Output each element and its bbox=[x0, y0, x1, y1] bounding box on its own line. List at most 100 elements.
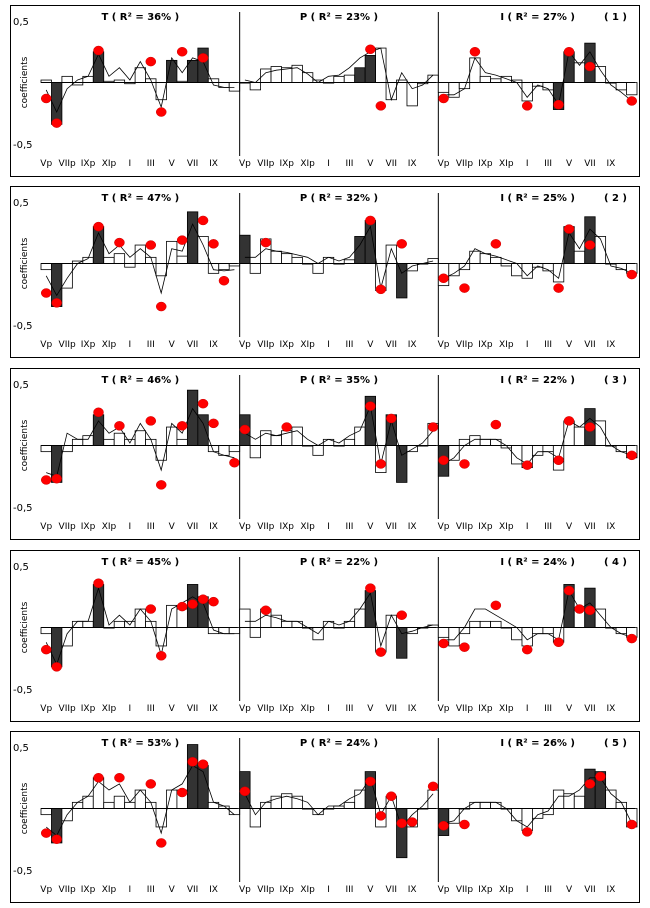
x-tick-label: III bbox=[147, 522, 155, 532]
bar bbox=[437, 627, 450, 638]
x-tick-label: I bbox=[129, 704, 132, 714]
x-tick-label: IXp bbox=[279, 522, 294, 532]
bar bbox=[511, 263, 523, 277]
bar bbox=[626, 82, 638, 96]
y-tick-label: -0,5 bbox=[13, 321, 33, 332]
x-tick-label: Vp bbox=[438, 340, 450, 350]
bar bbox=[542, 627, 554, 635]
bar bbox=[124, 263, 136, 268]
significant-point bbox=[93, 45, 104, 56]
series-line bbox=[443, 417, 632, 465]
significant-point bbox=[208, 418, 219, 429]
y-axis-label: coefficients bbox=[20, 419, 30, 471]
subpanel-title: P ( R² = 35% ) bbox=[300, 375, 378, 386]
subpanel-title: T ( R² = 36% ) bbox=[101, 12, 179, 23]
bar bbox=[207, 78, 220, 83]
significant-point bbox=[490, 419, 502, 430]
series-line bbox=[46, 407, 235, 477]
bar bbox=[427, 789, 439, 809]
bar bbox=[354, 789, 366, 809]
bar bbox=[270, 435, 282, 446]
subpanel-title: P ( R² = 24% ) bbox=[300, 738, 378, 749]
subpanel-t: T ( R² = 36% )Vp VIIp IXp XIp I III V VII IX bbox=[40, 12, 241, 169]
significant-point bbox=[553, 99, 564, 110]
significant-point bbox=[208, 596, 219, 607]
significant-point bbox=[521, 101, 533, 111]
x-tick-label: XIp bbox=[102, 885, 117, 895]
bar bbox=[249, 627, 261, 638]
chart-svg: 0,5 -0,5 coefficients ( 2 ) T ( R² = 47% ) Vp… bbox=[13, 193, 638, 350]
bar bbox=[333, 75, 345, 83]
bar bbox=[364, 55, 376, 83]
y-tick-label: -0,5 bbox=[13, 685, 33, 696]
x-tick-label: V bbox=[367, 704, 374, 714]
significant-point bbox=[574, 604, 585, 614]
bar bbox=[511, 808, 523, 822]
bar bbox=[354, 67, 366, 83]
x-tick-label: I bbox=[526, 340, 529, 350]
x-tick-label: VIIp bbox=[456, 159, 473, 169]
bar bbox=[312, 445, 324, 456]
x-tick-label: IXp bbox=[81, 704, 96, 714]
x-tick-label: IX bbox=[209, 885, 218, 895]
x-tick-label: VIIp bbox=[456, 704, 473, 714]
x-tick-label: Vp bbox=[239, 340, 251, 350]
significant-point bbox=[187, 599, 198, 609]
significant-point bbox=[197, 215, 209, 226]
bar bbox=[249, 263, 261, 274]
subpanel-i: I ( R² = 26% )Vp VIIp IXp XIp I III V VII IX bbox=[438, 738, 638, 895]
bar bbox=[113, 620, 126, 628]
bar bbox=[281, 67, 293, 83]
significant-point bbox=[51, 834, 62, 844]
significant-point bbox=[375, 101, 387, 111]
x-tick-label: IXp bbox=[478, 340, 493, 350]
significant-point bbox=[521, 827, 533, 837]
subpanel-title: T ( R² = 45% ) bbox=[101, 557, 179, 568]
x-tick-label: IX bbox=[209, 704, 218, 714]
bar bbox=[615, 627, 627, 635]
bar bbox=[82, 435, 94, 446]
series-line bbox=[45, 223, 235, 297]
subpanel-t: T ( R² = 47% )Vp VIIp IXp XIp I III V VII IX bbox=[40, 193, 241, 350]
bar bbox=[594, 608, 607, 628]
significant-point bbox=[490, 239, 502, 249]
significant-point bbox=[155, 480, 167, 490]
bar bbox=[458, 438, 471, 446]
x-tick-label: IXp bbox=[478, 704, 493, 714]
subpanel-i: I ( R² = 24% )Vp VIIp IXp XIp I III V VII IX bbox=[437, 557, 638, 714]
x-tick-label: VII bbox=[584, 159, 595, 169]
chart-panel-5: 0,5 -0,5 coefficients ( 5 ) T ( R² = 53% ) Vp… bbox=[10, 731, 640, 903]
bar bbox=[249, 82, 261, 91]
chart-svg: 0,5 -0,5 coefficients ( 3 ) T ( R² = 46% ) Vp… bbox=[13, 375, 638, 532]
x-tick-label: I bbox=[327, 340, 330, 350]
x-tick-label: VIIp bbox=[59, 522, 76, 532]
significant-point bbox=[145, 604, 157, 614]
x-tick-label: IX bbox=[209, 159, 218, 169]
x-tick-label: V bbox=[169, 159, 176, 169]
bar bbox=[542, 445, 554, 453]
series-line bbox=[443, 228, 632, 280]
x-tick-label: III bbox=[147, 340, 155, 350]
x-tick-label: V bbox=[566, 522, 573, 532]
bar bbox=[573, 250, 586, 264]
x-tick-label: I bbox=[327, 522, 330, 532]
significant-point bbox=[40, 93, 52, 104]
significant-point bbox=[197, 759, 209, 769]
bar bbox=[448, 627, 460, 647]
bar bbox=[71, 438, 84, 446]
chart-svg: 0,5 -0,5 coefficients ( 4 ) T ( R² = 45% ) Vp… bbox=[13, 557, 638, 714]
bar bbox=[469, 57, 481, 83]
significant-point bbox=[375, 284, 387, 295]
significant-point bbox=[438, 93, 449, 104]
x-tick-label: Vp bbox=[239, 885, 251, 895]
significant-point bbox=[114, 421, 125, 431]
bar bbox=[270, 250, 282, 264]
significant-point bbox=[229, 457, 240, 468]
bar bbox=[490, 801, 502, 809]
x-tick-label: IX bbox=[408, 704, 417, 714]
x-tick-label: VIIp bbox=[257, 704, 274, 714]
x-tick-label: IXp bbox=[81, 885, 96, 895]
x-tick-label: IXp bbox=[478, 522, 493, 532]
significant-point bbox=[155, 838, 167, 848]
significant-point bbox=[386, 413, 397, 424]
